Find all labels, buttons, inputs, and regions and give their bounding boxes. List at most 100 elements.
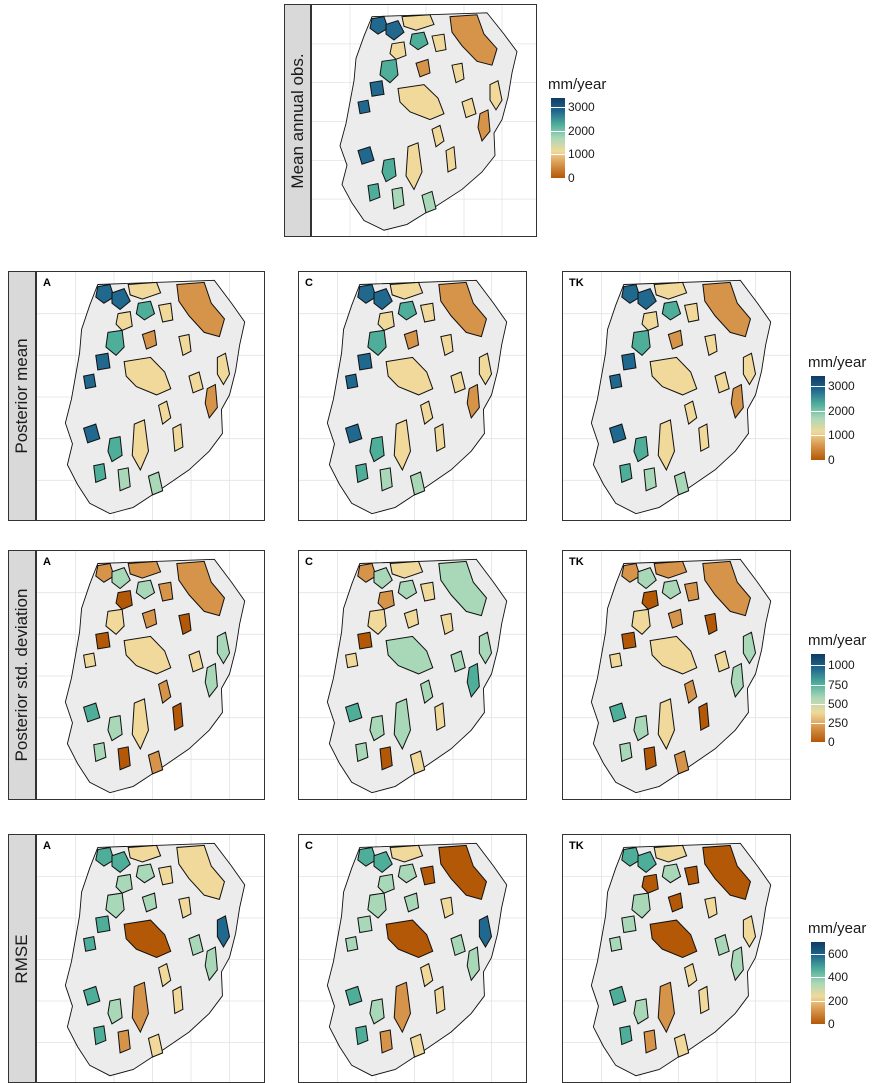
catchment-polygon [357,99,371,115]
catchment-polygon [409,471,426,496]
legend-tick: 3000 [568,100,595,115]
catchment-polygon [641,589,659,610]
catchment-polygon [389,560,424,579]
catchment-polygon [657,698,675,751]
catchment-map [299,551,526,799]
catchment-polygon [172,985,184,1015]
catchment-polygon [409,31,429,51]
catchment-polygon [105,608,125,636]
panel-tag: TK [569,840,584,852]
catchment-polygon [633,998,649,1025]
legend-tick: 0 [568,171,575,185]
catchment-polygon [393,698,411,751]
catchment-polygon [141,892,158,913]
row-label-posterior-sd: Posterior std. deviation [12,588,31,762]
catchment-polygon [111,288,131,311]
legend-tick: 1000 [828,658,855,673]
catchment-polygon [653,560,688,579]
catchment-polygon [409,750,426,775]
catchment-polygon [357,283,377,304]
catchment-polygon [633,435,649,463]
catchment-polygon [176,844,226,900]
catchment-polygon [683,581,700,602]
legend-tick-mark [811,665,825,667]
catchment-polygon [377,310,395,331]
catchment-polygon [172,702,184,731]
catchment-polygon [357,146,375,165]
catchment-polygon [393,981,411,1034]
catchment-polygon [478,352,493,386]
catchment-polygon [702,560,752,617]
catchment-polygon [649,919,698,958]
catchment-polygon [397,300,418,321]
catchment-polygon [367,892,387,919]
panel-tag: TK [569,277,584,289]
catchment-polygon [478,631,493,665]
catchment-polygon [216,631,231,665]
catchment-polygon [643,467,657,492]
catchment-polygon [419,581,436,602]
catchment-polygon [157,581,174,602]
legend-title: mm/year [548,76,607,93]
catchment-map [37,551,264,799]
catchment-polygon [440,896,454,919]
catchment-polygon [355,463,369,484]
catchment-polygon [147,1033,164,1058]
legend-tick-mark [551,130,565,132]
catchment-polygon [157,302,174,323]
catchment-polygon [367,608,387,636]
catchment-polygon [420,962,434,988]
catchment-polygon [714,371,730,394]
legend-tick: 200 [828,993,849,1008]
catchment-polygon [684,679,698,704]
catchment-polygon [434,985,446,1015]
catchment-polygon [631,329,651,357]
catchment-polygon [742,352,757,386]
panel-tag: A [43,277,51,289]
catchment-polygon [385,919,434,958]
legend-tick-mark [811,1024,825,1025]
catchment-polygon [385,356,434,396]
catchment-polygon [714,650,730,673]
catchment-polygon [123,356,172,396]
legend-tick-mark [811,410,825,412]
catchment-polygon [653,844,688,863]
catchment-map [37,272,264,520]
legend-tick-mark [811,703,825,705]
catchment-polygon [393,419,411,472]
catchment-polygon [95,846,115,867]
legend-tick-mark [811,1000,825,1002]
catchment-polygon [83,652,97,669]
catchment-polygon [188,650,204,673]
catchment-polygon [117,467,131,492]
catchment-polygon [357,915,373,934]
catchment-polygon [204,946,218,982]
catchment-polygon [357,352,373,371]
catchment-polygon [127,844,162,863]
catchment-polygon [385,635,434,675]
catchment-polygon [95,283,115,304]
catchment-polygon [369,714,385,742]
panel-tag: A [43,840,51,852]
catchment-polygon [742,631,757,665]
catchment-polygon [619,1025,633,1046]
catchment-polygon [450,371,466,394]
legend-tick: 2000 [828,403,855,418]
catchment-polygon [127,560,162,579]
catchment-polygon [178,896,192,919]
catchment-polygon [157,865,174,886]
catchment-map [299,835,526,1082]
catchment-map [299,272,526,520]
catchment-polygon [698,702,710,731]
catchment-polygon [357,631,373,650]
catchment-polygon [478,915,493,949]
legend-tick: 0 [828,735,835,749]
catchment-polygon [637,850,657,874]
legend-tick: 3000 [828,378,855,393]
catchment-polygon [431,124,445,148]
catchment-polygon [389,41,407,60]
catchment-polygon [135,579,156,600]
catchment-polygon [608,985,627,1006]
catchment-polygon [714,933,730,957]
map-panel-rmse-a: A [36,834,265,1083]
